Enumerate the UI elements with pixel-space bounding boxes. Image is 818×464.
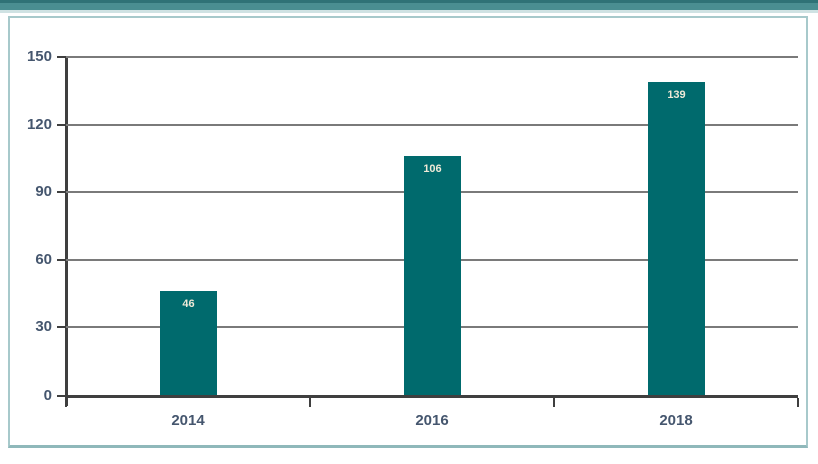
bar-value-label: 139 xyxy=(667,88,686,101)
x-axis-tick xyxy=(309,398,311,407)
gridline xyxy=(66,123,798,126)
gridline xyxy=(66,56,798,58)
x-axis-label: 2018 xyxy=(659,412,693,429)
y-axis-tick xyxy=(57,123,66,126)
y-axis-tick xyxy=(57,395,66,397)
x-axis-label: 2014 xyxy=(171,412,205,429)
y-axis-label: 0 xyxy=(43,387,52,404)
x-axis-tick xyxy=(797,398,799,407)
x-axis-label: 2016 xyxy=(415,412,449,429)
y-axis-label: 60 xyxy=(35,250,52,268)
y-axis-label: 30 xyxy=(35,318,52,336)
bar-value-label: 46 xyxy=(182,298,195,311)
y-axis-label: 90 xyxy=(35,183,52,201)
y-axis-line xyxy=(65,57,68,406)
bar-2018: 139 xyxy=(648,81,705,395)
bar-value-label: 106 xyxy=(423,163,442,176)
x-axis-tick xyxy=(65,398,67,407)
y-axis-tick xyxy=(57,258,66,261)
bar-2014: 46 xyxy=(160,291,217,395)
top-accent-bar xyxy=(0,0,818,13)
y-axis-tick xyxy=(57,326,66,329)
y-axis-tick xyxy=(57,191,66,194)
y-axis-label: 120 xyxy=(26,115,52,133)
y-axis-tick xyxy=(57,56,66,58)
y-axis-label: 150 xyxy=(26,48,52,65)
x-axis-tick xyxy=(553,398,555,407)
bar-chart-plot-area: 0 30 60 90 120 150 46 2014 106 2016 139 2018 xyxy=(27,48,799,429)
bar-2016: 106 xyxy=(404,156,461,395)
